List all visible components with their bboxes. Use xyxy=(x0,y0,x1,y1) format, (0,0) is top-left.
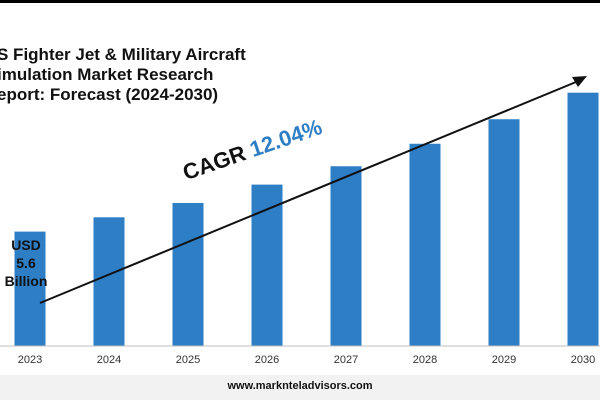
bar-2027 xyxy=(330,166,362,346)
bar-2029 xyxy=(488,119,520,346)
top-border xyxy=(0,0,600,3)
bar-2023 xyxy=(14,231,46,346)
x-tick-2027: 2027 xyxy=(334,354,358,366)
website-link[interactable]: www.marknteladvisors.com xyxy=(227,380,373,392)
bar-2028 xyxy=(409,143,441,346)
x-tick-labels: 2023 2024 2025 2026 2027 2028 2029 2030 xyxy=(18,354,595,366)
bar-2025 xyxy=(172,203,204,346)
growth-arrowhead xyxy=(572,76,587,87)
growth-arrow-line xyxy=(39,81,577,304)
x-tick-2023: 2023 xyxy=(18,354,42,366)
x-tick-2024: 2024 xyxy=(97,354,121,366)
bar-2026 xyxy=(251,184,283,346)
x-tick-2026: 2026 xyxy=(255,354,279,366)
start-value-amount: 5.6 xyxy=(16,255,36,271)
start-value-unit: Billion xyxy=(4,273,48,289)
bar-group xyxy=(14,92,599,346)
x-tick-2029: 2029 xyxy=(492,354,516,366)
chart-title: S Fighter Jet & Military Aircraft imulat… xyxy=(0,45,327,105)
x-tick-2030: 2030 xyxy=(571,354,595,366)
chart-title-line-2: imulation Market Research xyxy=(0,65,214,84)
x-tick-2028: 2028 xyxy=(413,354,437,366)
bar-2030 xyxy=(567,92,599,346)
start-value-annotation: USD 5.6 Billion xyxy=(0,236,52,290)
start-value-currency: USD xyxy=(11,237,41,253)
bar-2024 xyxy=(93,217,125,346)
chart-title-line-1: S Fighter Jet & Military Aircraft xyxy=(0,45,246,64)
footer-bar xyxy=(0,375,600,400)
x-tick-2025: 2025 xyxy=(176,354,200,366)
chart-title-line-3: eport: Forecast (2024-2030) xyxy=(0,85,219,104)
